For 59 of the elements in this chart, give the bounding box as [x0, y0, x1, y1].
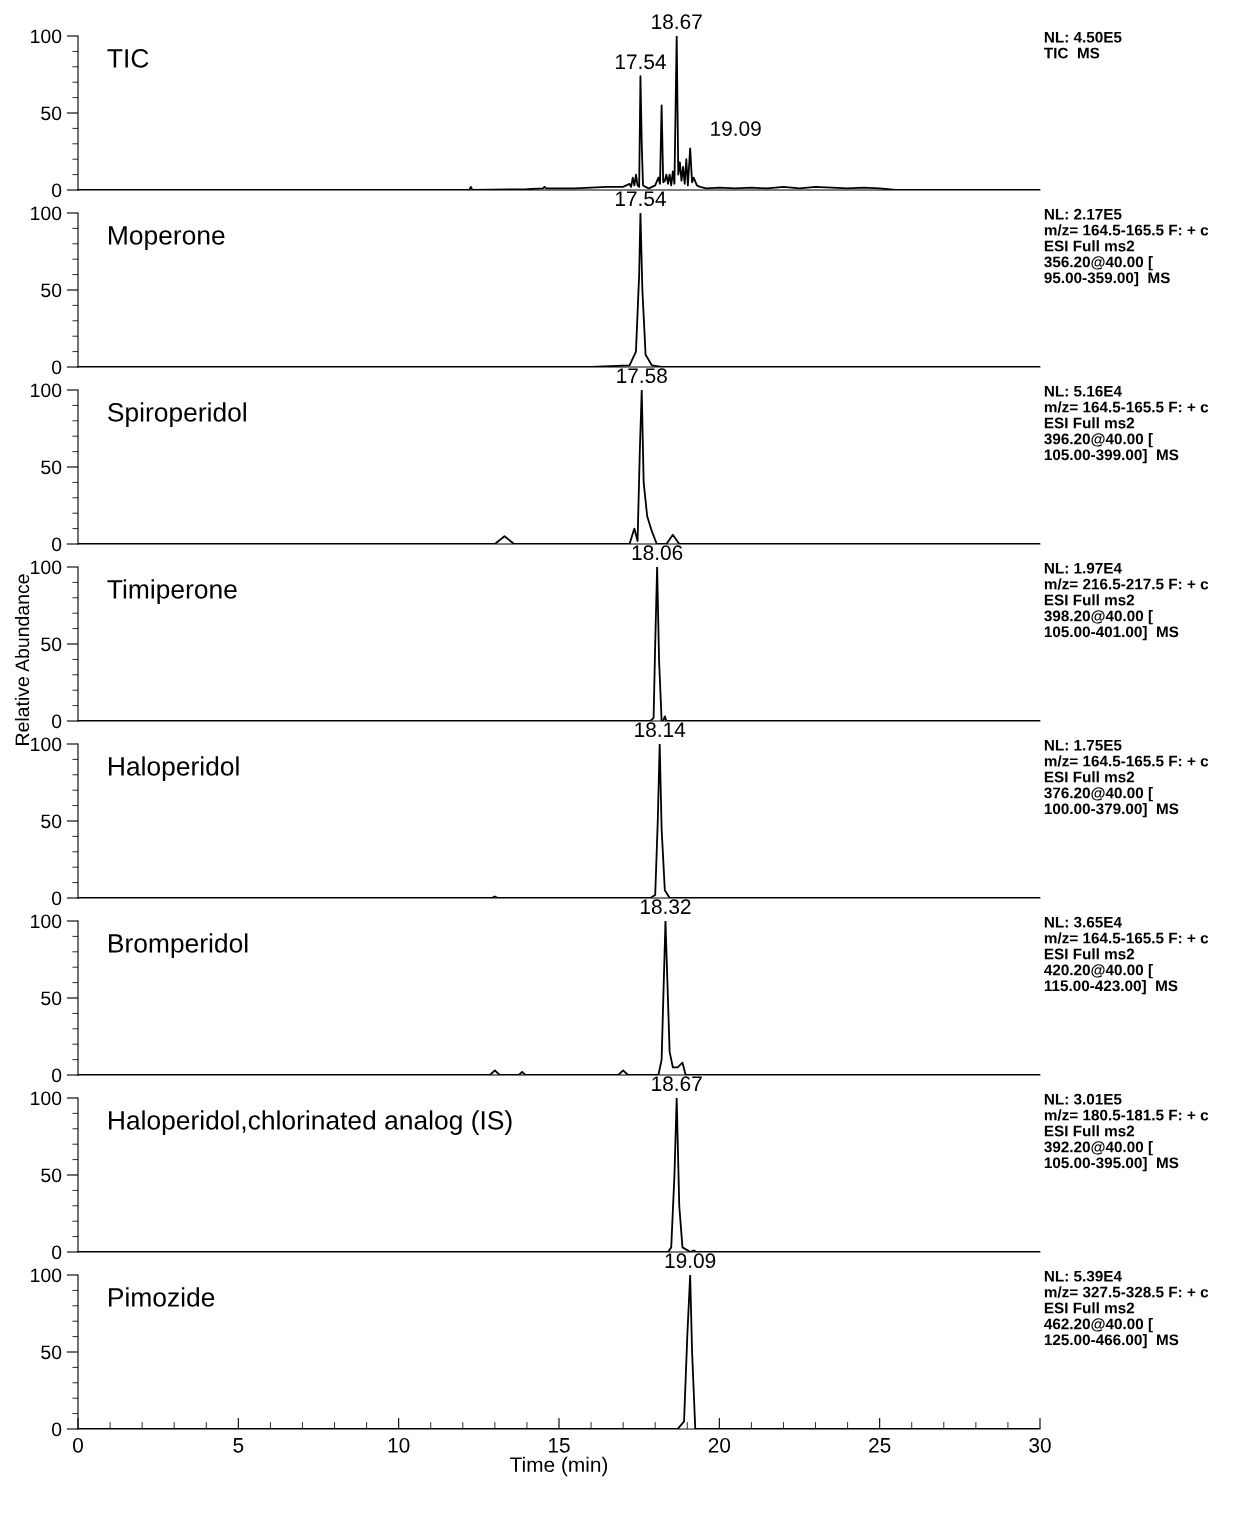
x-tick-label: 15	[549, 1438, 570, 1453]
chart-title: Moperone	[109, 226, 225, 250]
y-tick-label: 50	[41, 1345, 62, 1360]
y-tick-label: 0	[51, 183, 62, 198]
text: NL: 4.50E5 TIC MS	[1044, 31, 1122, 59]
annotation: 17.54	[615, 191, 666, 207]
x-axis-title: Time (min)	[510, 1456, 608, 1477]
y-tick-label: 100	[31, 383, 62, 398]
x-tick-label: 25	[869, 1437, 891, 1453]
y-tick-label: 50	[41, 814, 62, 829]
annotation: 17.58	[617, 368, 667, 384]
y-tick-label: 0	[51, 714, 62, 729]
y-tick-label: 50	[41, 991, 62, 1006]
y-tick-label: 100	[31, 1268, 62, 1283]
chart-title: Haloperidol	[109, 756, 239, 781]
y-tick-label: 0	[51, 891, 62, 906]
annotation: 18.32	[640, 899, 691, 915]
text: NL: 5.16E4 m/z= 164.5-165.5 F: + c ESI Full ms2 396.20@40.00 [ 105.00-399.00] MS	[1044, 385, 1209, 464]
chart-title: Bromperidol	[109, 933, 248, 958]
y-tick-label: 0	[51, 1422, 62, 1437]
annotation: 17.54	[615, 54, 666, 70]
y-tick-label: 100	[31, 914, 62, 929]
chart-title: Haloperidol,chlorinated analog (IS)	[109, 1110, 512, 1135]
chart-title: Spiroperidol	[108, 402, 246, 427]
y-tick-label: 100	[31, 206, 62, 221]
text: NL: 2.17E5 m/z= 164.5-165.5 F: + c ESI Full ms2 356.20@40.00 [ 95.00-359.00] MS	[1044, 208, 1209, 287]
y-tick-label: 50	[41, 106, 62, 121]
y-axis-title: Relative Abundance	[14, 574, 30, 745]
y-tick-label: 100	[31, 560, 62, 575]
annotation: 19.09	[711, 121, 761, 136]
chart-title: TIC	[107, 49, 149, 68]
chart-title: Timiperone	[107, 579, 237, 604]
x-tick-label: 10	[388, 1437, 410, 1453]
annotation: 18.14	[635, 722, 686, 738]
x-tick-label: 20	[708, 1437, 731, 1453]
text: NL: 1.75E5 m/z= 164.5-165.5 F: + c ESI Full ms2 376.20@40.00 [ 100.00-379.00] MS	[1044, 739, 1209, 818]
text: NL: 5.39E4 m/z= 327.5-328.5 F: + c ESI Full ms2 462.20@40.00 [ 125.00-466.00] MS	[1044, 1270, 1209, 1349]
y-tick-label: 0	[51, 360, 62, 375]
y-tick-label: 100	[31, 737, 62, 752]
y-tick-label: 100	[31, 29, 62, 44]
annotation: 18.67	[652, 14, 702, 30]
annotation: 18.06	[632, 545, 683, 561]
y-tick-label: 50	[41, 460, 62, 475]
annotation: 19.09	[665, 1253, 716, 1269]
y-tick-label: 50	[41, 1168, 62, 1183]
x-tick-label: 5	[233, 1438, 244, 1453]
y-tick-label: 50	[41, 283, 62, 298]
annotation: 18.67	[652, 1076, 702, 1092]
x-tick-label: 0	[73, 1437, 83, 1453]
chart-title: Pimozide	[109, 1287, 215, 1307]
y-tick-label: 0	[51, 537, 62, 552]
y-tick-label: 0	[51, 1068, 62, 1083]
x-tick-label: 30	[1029, 1437, 1051, 1453]
y-tick-label: 100	[31, 1091, 62, 1106]
text: NL: 3.65E4 m/z= 164.5-165.5 F: + c ESI Full ms2 420.20@40.00 [ 115.00-423.00] MS	[1044, 916, 1209, 995]
y-tick-label: 50	[41, 637, 62, 652]
text: NL: 1.97E4 m/z= 216.5-217.5 F: + c ESI Full ms2 398.20@40.00 [ 105.00-401.00] MS	[1044, 562, 1209, 641]
y-tick-label: 0	[51, 1245, 62, 1260]
text: NL: 3.01E5 m/z= 180.5-181.5 F: + c ESI Full ms2 392.20@40.00 [ 105.00-395.00] MS	[1044, 1093, 1209, 1172]
